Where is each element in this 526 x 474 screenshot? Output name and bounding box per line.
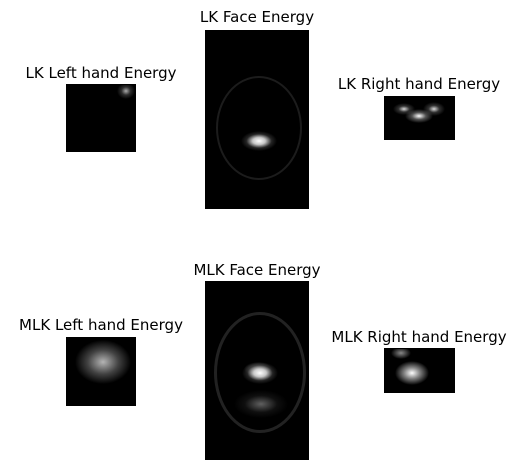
energy-hotspot: [395, 361, 429, 385]
panel-title-lk-face: LK Face Energy: [199, 8, 315, 26]
energy-hotspot: [241, 131, 277, 151]
energy-image-mlk-face: [206, 282, 308, 459]
energy-hotspot: [117, 85, 135, 99]
energy-hotspot: [242, 362, 278, 384]
panel-title-mlk-face: MLK Face Energy: [193, 261, 321, 279]
energy-hotspot: [234, 390, 288, 418]
energy-hotspot: [423, 102, 445, 116]
panel-title-lk-left-hand: LK Left hand Energy: [25, 64, 177, 82]
energy-hotspot: [75, 340, 131, 384]
energy-image-mlk-left-hand: [67, 338, 135, 405]
energy-ring: [216, 76, 302, 180]
energy-image-mlk-right-hand: [385, 349, 454, 392]
energy-image-lk-right-hand: [385, 97, 454, 139]
panel-title-mlk-right-hand: MLK Right hand Energy: [331, 328, 507, 346]
energy-image-lk-left-hand: [67, 85, 135, 151]
energy-ring: [214, 312, 306, 433]
panel-title-lk-right-hand: LK Right hand Energy: [337, 75, 501, 93]
panel-title-mlk-left-hand: MLK Left hand Energy: [19, 316, 183, 334]
energy-hotspot: [391, 349, 411, 359]
energy-image-lk-face: [206, 31, 308, 208]
